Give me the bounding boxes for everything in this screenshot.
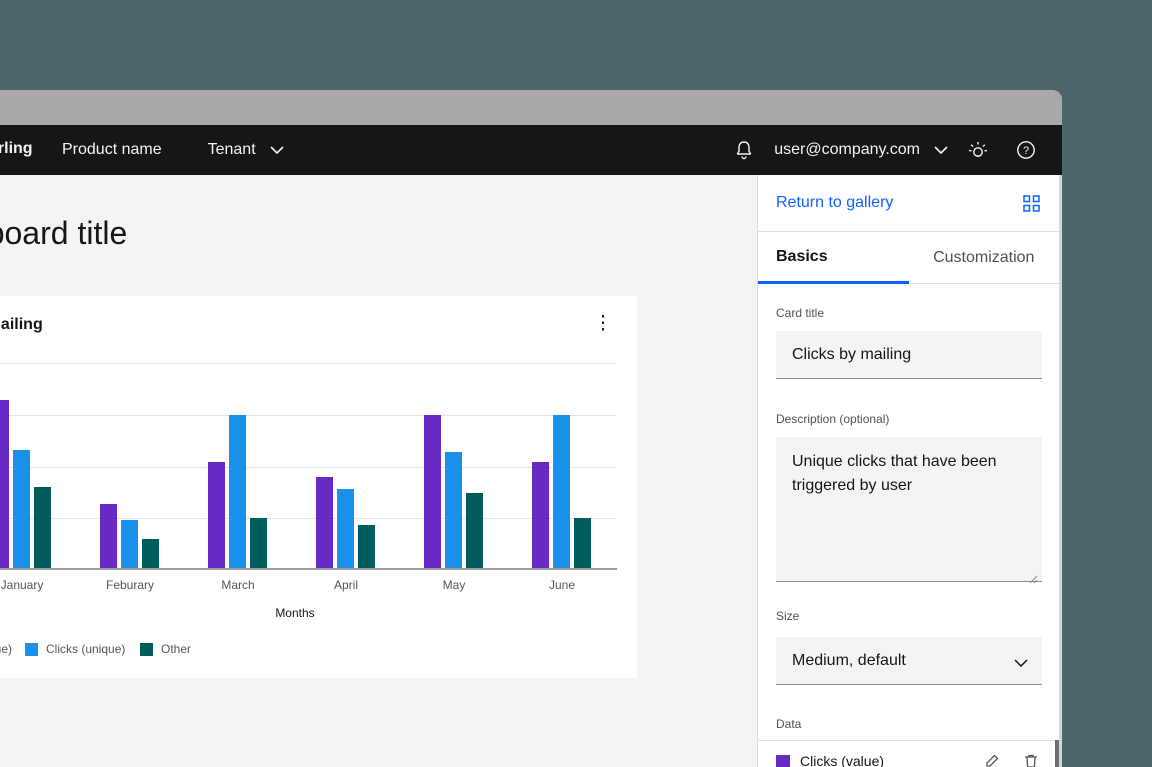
notifications-bell-icon[interactable]: [720, 125, 768, 175]
legend-item-other[interactable]: Other: [140, 642, 191, 656]
bar-other-feburary[interactable]: [142, 539, 159, 568]
size-label: Size: [776, 609, 800, 623]
user-email: user@company.com: [774, 141, 920, 158]
gridline: [0, 467, 617, 468]
page-title: Dashboard title: [0, 215, 128, 251]
description-label: Description (optional): [776, 412, 890, 426]
product-name[interactable]: Product name: [62, 141, 162, 158]
bar-clicks-value-june[interactable]: [532, 462, 549, 568]
brand-clip: Sterling: [0, 125, 42, 175]
panel-scrollbar-thumb[interactable]: [1055, 740, 1060, 767]
bar-chart-plot: [0, 363, 617, 570]
x-tick-march: March: [221, 578, 255, 592]
bar-clicks-unique-feburary[interactable]: [121, 520, 138, 568]
return-row: Return to gallery: [758, 175, 1059, 232]
resize-handle-icon[interactable]: [1029, 568, 1038, 584]
window-titlebar[interactable]: [0, 90, 1062, 125]
idea-lightbulb-icon[interactable]: [954, 125, 1002, 175]
chart-legend: Clicks (value) Clicks (unique) Other: [0, 642, 617, 658]
page-title-clip: Dashboard title: [0, 215, 420, 261]
gridline: [0, 415, 617, 416]
x-tick-june: June: [548, 578, 576, 592]
x-tick-feburary: Feburary: [105, 578, 155, 592]
chart-card[interactable]: Clicks by mailing ⋮ January Feburary March…: [0, 296, 637, 678]
app-header: Sterling Product name Tenant user@compan…: [0, 125, 1062, 175]
header-actions: user@company.com ?: [720, 125, 1050, 175]
x-tick-january: January: [0, 578, 44, 592]
tenant-menu[interactable]: Tenant: [207, 141, 256, 158]
card-title: Clicks by mailing: [0, 316, 43, 333]
x-tick-may: May: [442, 578, 466, 592]
panel-tabs: Basics Customization: [758, 232, 1059, 284]
bar-clicks-value-april[interactable]: [316, 477, 333, 568]
x-axis-title: Months: [275, 606, 315, 620]
bar-clicks-value-march[interactable]: [208, 462, 225, 568]
legend-swatch-cyan: [25, 642, 38, 656]
bar-other-may[interactable]: [466, 493, 483, 568]
tenant-chevron-down-icon[interactable]: [270, 141, 284, 159]
bar-clicks-unique-march[interactable]: [229, 415, 246, 568]
bar-other-january[interactable]: [34, 487, 51, 568]
tab-basics[interactable]: Basics: [758, 232, 909, 284]
bar-other-june[interactable]: [574, 518, 591, 568]
card-overflow-menu-icon[interactable]: ⋮: [593, 313, 613, 334]
series-color-swatch: [776, 755, 790, 767]
data-section-label: Data: [776, 717, 802, 731]
app-window: Sterling Product name Tenant user@compan…: [0, 90, 1062, 767]
settings-panel: Return to gallery Basics Customization C…: [757, 175, 1060, 767]
user-chevron-down-icon: [934, 141, 948, 159]
card-title-label: Card title: [776, 306, 825, 320]
bar-clicks-unique-april[interactable]: [337, 489, 354, 568]
window-right-edge: [1059, 175, 1062, 767]
window-content: Dashboard title Clicks by mailing ⋮ Janu…: [0, 175, 1062, 767]
gridline: [0, 363, 617, 364]
help-icon[interactable]: ?: [1002, 125, 1050, 175]
bar-other-march[interactable]: [250, 518, 267, 568]
bar-clicks-unique-may[interactable]: [445, 452, 462, 568]
bar-clicks-unique-june[interactable]: [553, 415, 570, 568]
legend-swatch-teal: [140, 642, 153, 656]
card-title-input[interactable]: [776, 331, 1042, 379]
tab-customization[interactable]: Customization: [933, 248, 1035, 266]
legend-item-clicks-value[interactable]: Clicks (value): [0, 642, 13, 656]
return-to-gallery-link[interactable]: Return to gallery: [776, 194, 894, 211]
card-title-clip: Clicks by mailing: [0, 316, 240, 340]
brand-name[interactable]: Sterling: [0, 140, 33, 157]
select-chevron-down-icon: [1014, 654, 1028, 672]
bar-clicks-unique-january[interactable]: [13, 450, 30, 568]
data-series-row[interactable]: Clicks (value): [758, 753, 1059, 767]
bar-other-april[interactable]: [358, 525, 375, 568]
trash-icon[interactable]: [1023, 753, 1039, 767]
svg-text:?: ?: [1023, 145, 1029, 157]
divider: [758, 740, 1059, 741]
gridline: [0, 518, 617, 519]
user-menu[interactable]: user@company.com: [774, 141, 948, 159]
bar-clicks-value-may[interactable]: [424, 415, 441, 568]
x-tick-april: April: [333, 578, 358, 592]
bar-clicks-value-feburary[interactable]: [100, 504, 117, 568]
gallery-grid-icon[interactable]: [1023, 195, 1040, 217]
bar-clicks-value-january[interactable]: [0, 400, 9, 568]
description-textarea[interactable]: Unique clicks that have been triggered b…: [776, 437, 1042, 584]
x-axis-labels: January Feburary March April May June: [0, 578, 617, 594]
edit-icon[interactable]: [984, 753, 1000, 767]
dashboard-canvas: Dashboard title Clicks by mailing ⋮ Janu…: [0, 175, 757, 767]
legend-item-clicks-unique[interactable]: Clicks (unique): [25, 642, 125, 656]
size-select[interactable]: Medium, default: [776, 637, 1042, 685]
